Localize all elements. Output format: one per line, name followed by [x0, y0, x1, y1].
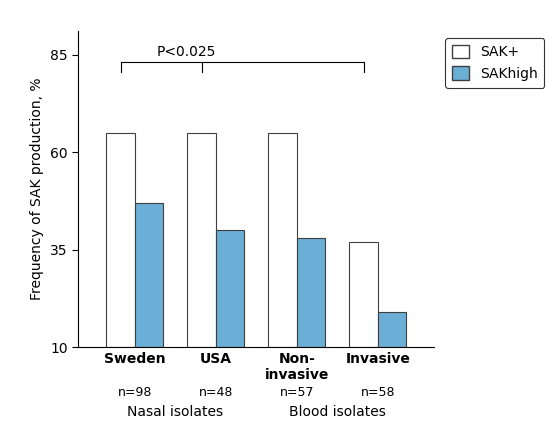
Bar: [216, 230, 244, 347]
Bar: [187, 133, 216, 347]
Bar: [297, 238, 325, 347]
Text: Blood isolates: Blood isolates: [289, 405, 385, 420]
Bar: [378, 312, 406, 347]
Bar: [268, 133, 297, 347]
Bar: [135, 203, 163, 347]
Text: n=58: n=58: [360, 386, 395, 399]
Text: Nasal isolates: Nasal isolates: [127, 405, 223, 420]
Legend: SAK+, SAKhigh: SAK+, SAKhigh: [445, 38, 544, 88]
Bar: [106, 133, 135, 347]
Text: P<0.025: P<0.025: [157, 45, 216, 59]
Text: n=48: n=48: [198, 386, 233, 399]
Text: n=98: n=98: [118, 386, 152, 399]
Bar: [349, 242, 378, 347]
Text: n=57: n=57: [280, 386, 314, 399]
Y-axis label: Frequency of SAK production, %: Frequency of SAK production, %: [31, 78, 45, 300]
